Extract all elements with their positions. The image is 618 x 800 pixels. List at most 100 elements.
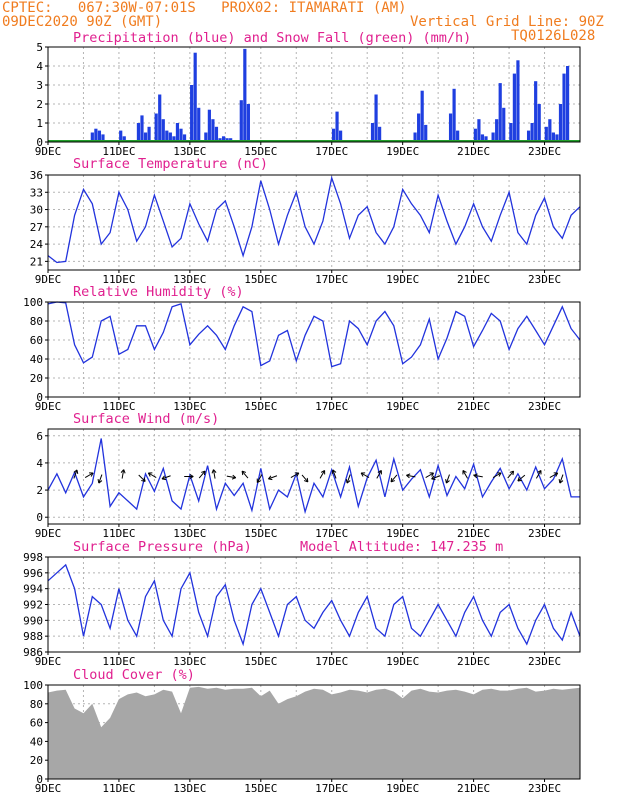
precip-bar [516, 60, 520, 142]
x-tick-label: 17DEC [315, 400, 348, 413]
panel-title: Surface Wind (m/s) [73, 411, 219, 427]
wind-arrow [549, 472, 558, 478]
x-tick-label: 21DEC [457, 145, 490, 158]
wind-arrow-head [345, 479, 348, 484]
wind-arrow [290, 472, 300, 478]
x-tick-label: 11DEC [102, 145, 135, 158]
wind-arrow-head [331, 469, 334, 474]
x-tick-label: 9DEC [35, 782, 62, 795]
precip-bar [239, 100, 243, 142]
wind-arrow-head [120, 469, 125, 473]
y-tick-label: 20 [30, 754, 43, 767]
y-tick-label: 2 [36, 98, 43, 111]
wind-arrow [431, 475, 441, 480]
wind-arrow [559, 474, 564, 484]
x-tick-label: 23DEC [528, 273, 561, 286]
precip-bar [211, 119, 215, 142]
wind-arrow [360, 472, 370, 478]
wind-arrow-head [473, 474, 478, 479]
wind-arrow-head [512, 471, 515, 476]
precip-bar [172, 136, 176, 142]
y-tick-label: 994 [23, 583, 43, 596]
precip-bar [165, 130, 169, 142]
wind-arrow [346, 474, 351, 484]
x-tick-label: 19DEC [386, 400, 419, 413]
wind-arrow [492, 472, 502, 478]
x-tick-label: 21DEC [457, 400, 490, 413]
y-tick-label: 0 [36, 136, 43, 149]
cloud-cover-area [48, 686, 580, 779]
x-tick-label: 23DEC [528, 782, 561, 795]
wind-arrow-head [390, 480, 396, 483]
precip-bar [374, 94, 378, 142]
wind-arrow-head [558, 479, 561, 484]
precip-bar [530, 123, 534, 142]
y-tick-label: 33 [30, 186, 43, 199]
precip-bar [214, 126, 219, 142]
y-tick-label: 80 [30, 315, 43, 328]
wind-arrow-head [98, 480, 103, 484]
wind-arrow-head [559, 480, 564, 484]
wind-arrow-head [332, 469, 337, 473]
wind-arrow-head [123, 469, 126, 474]
y-tick-label: 100 [23, 296, 43, 309]
wind-arrow-head [189, 476, 194, 479]
precip-bar [509, 123, 513, 142]
y-tick-label: 4 [36, 60, 43, 73]
precip-bar [175, 123, 180, 142]
x-tick-label: 21DEC [457, 273, 490, 286]
y-tick-label: 20 [30, 372, 43, 385]
wind-arrow [425, 472, 434, 478]
y-tick-label: 0 [36, 511, 43, 524]
precip-bar [331, 128, 336, 142]
wind-arrow-head [473, 473, 478, 476]
y-tick-label: 27 [30, 221, 43, 234]
x-tick-label: 11DEC [102, 655, 135, 668]
wind-arrow-head [517, 477, 520, 482]
wind-arrow-head [143, 477, 146, 482]
y-tick-label: 6 [36, 430, 43, 443]
precip-bar [221, 136, 226, 142]
wind-arrow [473, 474, 483, 478]
y-tick-label: 5 [36, 41, 43, 54]
wind-arrow-head [141, 479, 146, 482]
precip-bar [161, 119, 165, 142]
wind-arrow [84, 472, 94, 478]
panel-title: Relative Humidity (%) [73, 284, 244, 300]
wind-arrow-head [406, 474, 410, 479]
wind-arrow-head [161, 475, 165, 480]
precip-bar [526, 130, 531, 142]
y-tick-label: 100 [23, 679, 43, 692]
x-tick-label: 13DEC [173, 400, 206, 413]
x-tick-label: 19DEC [386, 782, 419, 795]
wind-arrow [241, 470, 249, 479]
precip-bar [473, 128, 477, 142]
y-tick-label: 4 [36, 457, 43, 470]
wind-arrow [148, 472, 157, 478]
precip-bar [420, 90, 424, 142]
x-tick-label: 11DEC [102, 527, 135, 540]
panel-frame [47, 301, 581, 398]
y-tick-label: 996 [23, 567, 43, 580]
precip-bar [502, 107, 506, 142]
x-tick-label: 23DEC [528, 145, 561, 158]
y-tick-label: 80 [30, 698, 43, 711]
precip-bar [143, 132, 148, 142]
precip-bar [491, 132, 495, 142]
y-tick-label: 988 [23, 630, 43, 643]
wind-arrow-head [555, 472, 559, 477]
y-tick-label: 40 [30, 735, 43, 748]
wind-arrow-head [431, 478, 436, 481]
x-tick-label: 15DEC [244, 273, 277, 286]
y-tick-label: 986 [23, 646, 43, 659]
wind-arrow-head [303, 480, 309, 483]
wind-arrow-head [231, 477, 236, 480]
header-model-code: TQ0126L028 [511, 28, 596, 44]
precip-bar [97, 130, 102, 142]
wind-arrow-head [498, 472, 502, 477]
y-tick-label: 2 [36, 484, 43, 497]
wind-arrow-head [241, 470, 247, 473]
wind-arrow-head [241, 471, 244, 476]
wind-arrow [445, 474, 450, 484]
wind-arrow [121, 469, 125, 479]
